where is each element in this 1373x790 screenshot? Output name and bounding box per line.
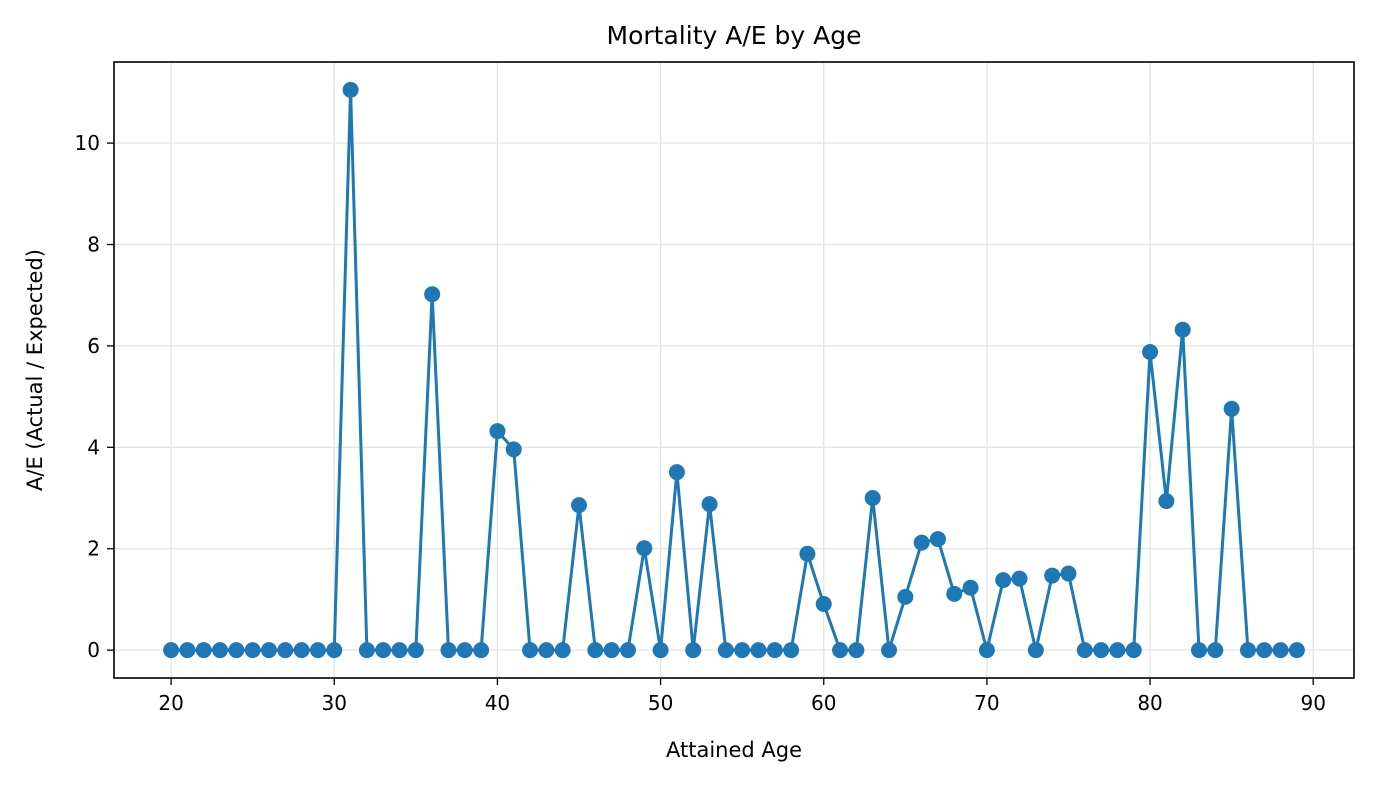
data-point: [293, 642, 310, 659]
data-point: [261, 642, 277, 659]
data-point: [505, 441, 522, 458]
data-point: [848, 642, 865, 659]
data-point: [603, 642, 620, 659]
data-point: [1060, 565, 1077, 582]
data-point: [1125, 642, 1142, 659]
chart-title: Mortality A/E by Age: [607, 21, 862, 50]
data-point: [783, 642, 800, 659]
y-tick-label: 0: [87, 638, 100, 662]
data-point: [163, 642, 180, 659]
grid: [114, 62, 1354, 678]
data-point: [1223, 400, 1240, 417]
x-axis: 20 30 40 50 60 70 80 90: [158, 678, 1326, 715]
data-point: [342, 81, 359, 98]
data-point: [978, 642, 995, 659]
data-point: [424, 286, 441, 303]
data-point: [1191, 642, 1207, 659]
data-point: [913, 534, 930, 551]
data-point: [701, 496, 718, 513]
data-point: [440, 642, 457, 659]
data-point: [277, 642, 294, 659]
data-point: [1174, 321, 1191, 338]
x-tick-label: 60: [811, 691, 836, 715]
data-point: [228, 642, 245, 659]
data-point: [391, 642, 408, 659]
data-point: [1272, 642, 1289, 659]
data-point: [407, 642, 424, 659]
data-point: [636, 540, 653, 557]
x-tick-label: 90: [1300, 691, 1325, 715]
x-tick-label: 80: [1137, 691, 1162, 715]
data-point: [1093, 642, 1110, 659]
data-point: [995, 572, 1012, 589]
data-point: [815, 595, 832, 612]
x-tick-label: 40: [485, 691, 510, 715]
y-tick-label: 2: [87, 537, 100, 561]
data-point: [554, 642, 571, 659]
data-point: [864, 490, 881, 507]
data-point: [717, 642, 734, 659]
x-tick-label: 70: [974, 691, 999, 715]
data-point: [538, 642, 555, 659]
data-point: [244, 642, 261, 659]
series-layer: [163, 81, 1305, 659]
data-point: [766, 642, 783, 659]
data-point: [897, 588, 914, 605]
data-point: [1044, 567, 1061, 584]
data-point: [1158, 493, 1175, 510]
y-tick-label: 10: [75, 131, 100, 155]
data-point: [1027, 642, 1044, 659]
data-point: [456, 642, 473, 659]
data-point: [1256, 642, 1273, 659]
data-point: [1076, 642, 1093, 659]
plot-frame: [113, 61, 1355, 679]
x-tick-label: 30: [322, 691, 347, 715]
data-point: [881, 642, 897, 659]
data-point: [962, 579, 979, 596]
data-point: [473, 642, 490, 659]
data-point: [309, 642, 326, 659]
series-line: [171, 88, 1297, 652]
y-axis-label: A/E (Actual / Expected): [23, 249, 47, 491]
data-point: [326, 642, 343, 659]
y-tick-label: 4: [87, 435, 100, 459]
data-point: [587, 642, 604, 659]
data-point: [375, 642, 392, 659]
data-point: [179, 642, 196, 659]
data-point: [734, 642, 751, 659]
data-point: [1109, 642, 1126, 659]
y-tick-label: 8: [87, 233, 100, 257]
data-point: [522, 642, 539, 659]
data-point: [358, 642, 375, 659]
data-point: [799, 545, 816, 562]
data-point: [832, 642, 849, 659]
data-point: [750, 642, 767, 659]
data-point: [571, 497, 587, 514]
x-tick-label: 50: [648, 691, 673, 715]
y-tick-label: 6: [87, 334, 100, 358]
x-tick-label: 20: [158, 691, 183, 715]
data-point: [619, 642, 636, 659]
data-point: [1142, 344, 1159, 361]
data-point: [652, 642, 669, 659]
y-axis: 0 2 4 6 8 10: [75, 131, 114, 662]
data-point: [668, 464, 685, 481]
data-point: [685, 642, 702, 659]
data-point: [1239, 642, 1256, 659]
data-point: [1011, 570, 1028, 587]
data-point: [212, 642, 229, 659]
data-point: [195, 642, 212, 659]
data-point: [1288, 642, 1305, 659]
data-point: [489, 423, 506, 440]
data-point: [929, 531, 946, 548]
x-axis-label: Attained Age: [666, 738, 802, 762]
data-point: [946, 585, 963, 602]
data-point: [1207, 642, 1224, 659]
